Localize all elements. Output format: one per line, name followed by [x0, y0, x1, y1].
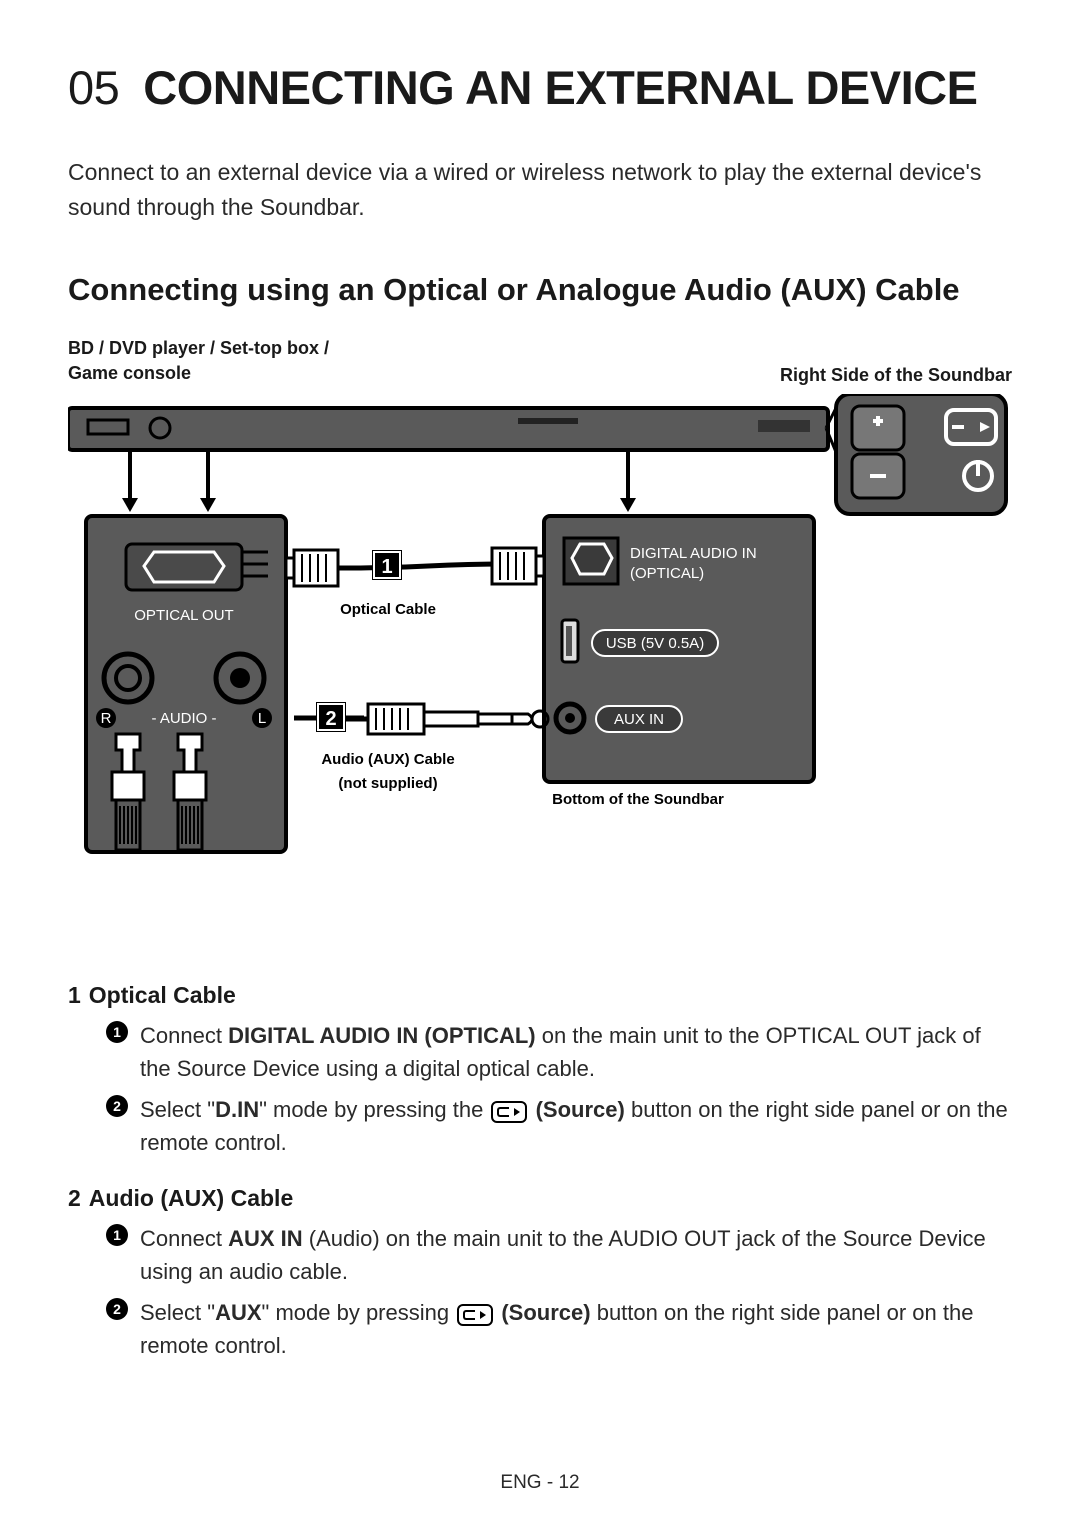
page-footer: ENG - 12 [0, 1472, 1080, 1494]
right-side-label: Right Side of the Soundbar [780, 365, 1012, 386]
step-number: 2 [68, 1185, 81, 1212]
source-device-label: BD / DVD player / Set-top box / Game con… [68, 336, 329, 386]
svg-text:2: 2 [325, 708, 336, 730]
diagram-header-labels: BD / DVD player / Set-top box / Game con… [68, 336, 1012, 386]
optical-out-text: OPTICAL OUT [134, 607, 233, 624]
source-icon [457, 1304, 493, 1326]
chapter-title: 05 CONNECTING AN EXTERNAL DEVICE [68, 60, 1012, 115]
sub-bullet: 1 [106, 1224, 128, 1246]
sub-item: 2Select "AUX" mode by pressing (Source) … [106, 1296, 1012, 1362]
sub-bullet: 1 [106, 1021, 128, 1043]
sub-bullet: 2 [106, 1095, 128, 1117]
section-title: Connecting using an Optical or Analogue … [68, 272, 1012, 308]
step-title: Optical Cable [89, 982, 236, 1009]
rca-plug-right [174, 734, 206, 850]
sub-bullet: 2 [106, 1298, 128, 1320]
svg-text:(not supplied): (not supplied) [338, 775, 437, 792]
svg-text:Audio (AUX) Cable: Audio (AUX) Cable [321, 751, 454, 768]
svg-text:USB (5V 0.5A): USB (5V 0.5A) [606, 635, 704, 652]
sub-list: 1Connect DIGITAL AUDIO IN (OPTICAL) on t… [68, 1019, 1012, 1159]
svg-text:AUX IN: AUX IN [614, 711, 664, 728]
source-icon [491, 1101, 527, 1123]
sub-item: 2Select "D.IN" mode by pressing the (Sou… [106, 1093, 1012, 1159]
svg-text:Bottom of the Soundbar: Bottom of the Soundbar [552, 791, 724, 808]
svg-text:R: R [101, 710, 112, 727]
rca-plug-left [112, 734, 144, 850]
steps-section: 1 Optical Cable 1Connect DIGITAL AUDIO IN … [68, 982, 1012, 1362]
chapter-title-text: CONNECTING AN EXTERNAL DEVICE [143, 61, 977, 114]
sub-item: 1Connect DIGITAL AUDIO IN (OPTICAL) on t… [106, 1019, 1012, 1085]
svg-text:Optical Cable: Optical Cable [340, 601, 436, 618]
svg-text:L: L [258, 710, 266, 727]
sub-list: 1Connect AUX IN (Audio) on the main unit… [68, 1222, 1012, 1362]
svg-text:- AUDIO -: - AUDIO - [151, 710, 216, 727]
step-heading: 1 Optical Cable [68, 982, 1012, 1009]
chapter-number: 05 [68, 61, 119, 114]
optical-cable-line [286, 548, 544, 586]
step-heading: 2 Audio (AUX) Cable [68, 1185, 1012, 1212]
step-title: Audio (AUX) Cable [89, 1185, 293, 1212]
connection-diagram: OPTICAL OUT R - AUDIO - L [68, 394, 1008, 942]
svg-text:1: 1 [381, 556, 392, 578]
step-number: 1 [68, 982, 81, 1009]
sub-item: 1Connect AUX IN (Audio) on the main unit… [106, 1222, 1012, 1288]
intro-paragraph: Connect to an external device via a wire… [68, 155, 1012, 224]
svg-text:(OPTICAL): (OPTICAL) [630, 565, 704, 582]
svg-text:DIGITAL AUDIO IN: DIGITAL AUDIO IN [630, 545, 757, 562]
